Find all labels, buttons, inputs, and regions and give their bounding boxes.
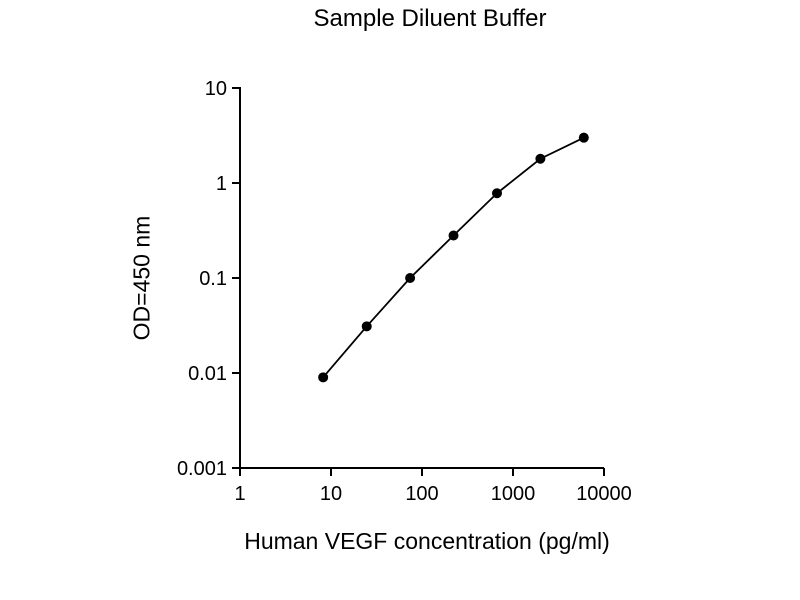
y-axis-title: OD=450 nm — [128, 215, 155, 341]
data-point — [448, 230, 459, 241]
x-tick-label: 100 — [405, 483, 438, 505]
x-tick-label: 10 — [320, 483, 342, 505]
x-tick-label: 1000 — [491, 483, 536, 505]
x-tick-label: 10000 — [576, 483, 632, 505]
chart-title: Sample Diluent Buffer — [313, 5, 547, 32]
data-line — [322, 136, 585, 378]
y-tick-label: 0.001 — [177, 458, 227, 480]
axes-lines — [239, 87, 604, 469]
data-point — [361, 321, 372, 332]
data-point — [491, 188, 502, 199]
x-axis-title: Human VEGF concentration (pg/ml) — [244, 528, 610, 554]
data-point — [535, 153, 546, 164]
data-point — [405, 273, 416, 283]
x-tick-label: 1 — [234, 483, 245, 505]
y-tick-label: 0.1 — [199, 268, 227, 290]
y-tick-label: 1 — [216, 173, 227, 195]
y-tick-label: 10 — [205, 78, 227, 100]
data-point — [578, 132, 589, 143]
data-point — [318, 372, 329, 383]
y-tick-label: 0.01 — [188, 363, 227, 385]
